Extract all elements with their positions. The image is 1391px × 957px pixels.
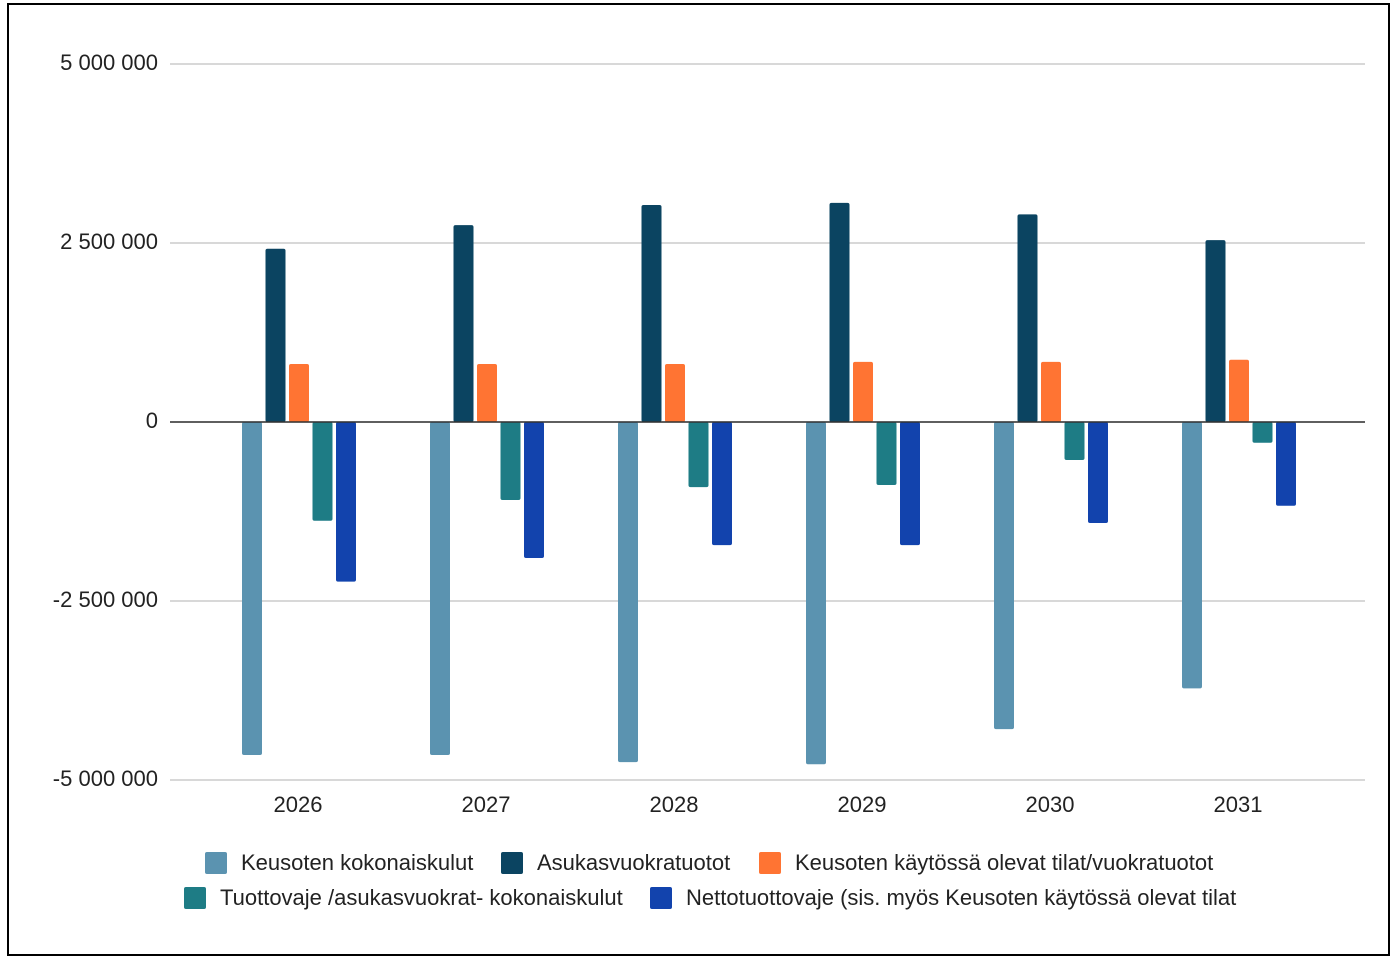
bar [289, 364, 309, 422]
bar [641, 205, 662, 422]
y-tick-label: 2 500 000 [60, 229, 158, 254]
bar [900, 422, 920, 546]
x-tick-label: 2026 [274, 792, 323, 817]
bar [1041, 361, 1061, 422]
bar [853, 361, 873, 422]
bar [336, 422, 356, 582]
legend-label: Keusoten kokonaiskulut [241, 850, 473, 875]
legend-label: Keusoten käytössä olevat tilat/vuokratuo… [795, 850, 1213, 875]
bar [524, 422, 544, 559]
legend-swatch [205, 852, 227, 874]
x-tick-label: 2031 [1214, 792, 1263, 817]
bar [1252, 422, 1273, 443]
bar [665, 364, 685, 422]
bar [1229, 359, 1249, 422]
bar [994, 422, 1014, 730]
x-tick-label: 2029 [838, 792, 887, 817]
bar [312, 422, 333, 521]
legend-label: Asukasvuokratuotot [537, 850, 730, 875]
bar [265, 248, 286, 422]
legend-swatch [759, 852, 781, 874]
y-tick-label: -5 000 000 [53, 766, 158, 791]
x-tick-label: 2030 [1026, 792, 1075, 817]
legend-label: Nettotuottovaje (sis. myös Keusoten käyt… [686, 885, 1236, 910]
bar [618, 422, 638, 763]
bar [1088, 422, 1108, 523]
bar [829, 202, 850, 422]
legend-label: Tuottovaje /asukasvuokrat- kokonaiskulut [220, 885, 623, 910]
bar [1205, 240, 1226, 422]
bar [242, 422, 262, 755]
bar [1017, 214, 1038, 422]
bar [1276, 422, 1296, 506]
x-tick-label: 2028 [650, 792, 699, 817]
legend-swatch [650, 887, 672, 909]
bar [1064, 422, 1085, 460]
bar [1182, 422, 1202, 689]
bar [876, 422, 897, 486]
y-tick-label: 5 000 000 [60, 50, 158, 75]
bar [806, 422, 826, 765]
bar [453, 225, 474, 422]
y-tick-label: 0 [146, 408, 158, 433]
bar [430, 422, 450, 755]
x-tick-label: 2027 [462, 792, 511, 817]
bar [500, 422, 521, 501]
bar [477, 364, 497, 422]
legend-swatch [184, 887, 206, 909]
bar [712, 422, 732, 546]
y-tick-label: -2 500 000 [53, 587, 158, 612]
legend-swatch [501, 852, 523, 874]
bar [688, 422, 709, 488]
